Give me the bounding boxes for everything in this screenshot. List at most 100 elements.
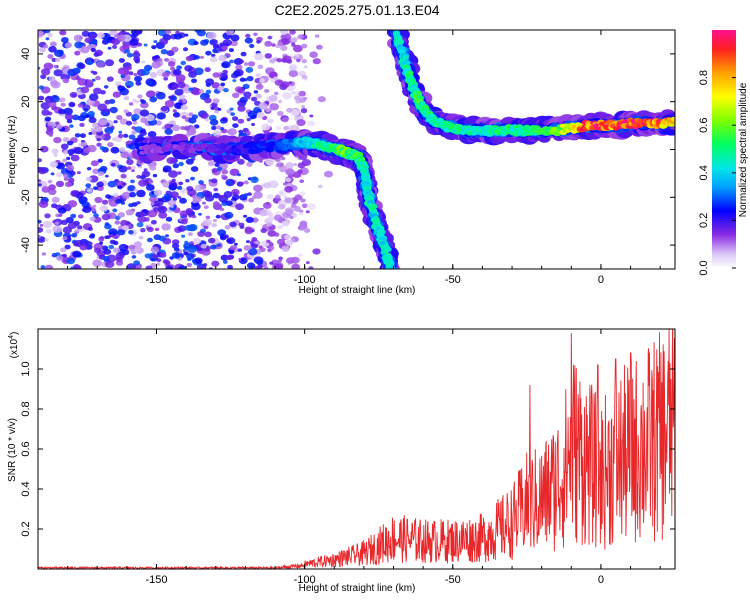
noise-speckle bbox=[88, 93, 99, 101]
noise-speckle bbox=[72, 114, 80, 121]
noise-speckle bbox=[122, 225, 129, 231]
noise-speckle bbox=[117, 34, 126, 42]
noise-speckle bbox=[221, 120, 226, 124]
noise-speckle bbox=[224, 225, 231, 230]
noise-speckle bbox=[130, 179, 135, 184]
noise-speckle bbox=[154, 227, 160, 232]
noise-speckle bbox=[213, 219, 218, 222]
noise-speckle bbox=[64, 244, 71, 250]
noise-speckle bbox=[251, 123, 256, 126]
noise-speckle bbox=[159, 38, 169, 45]
noise-speckle bbox=[92, 259, 103, 268]
noise-speckle bbox=[149, 165, 157, 171]
noise-speckle bbox=[101, 213, 111, 221]
noise-speckle bbox=[93, 213, 99, 218]
noise-speckle bbox=[59, 30, 67, 36]
noise-speckle bbox=[294, 53, 299, 57]
noise-speckle bbox=[62, 173, 69, 178]
noise-speckle bbox=[187, 232, 193, 237]
noise-speckle bbox=[244, 193, 249, 197]
noise-speckle bbox=[255, 83, 264, 90]
noise-speckle bbox=[48, 133, 54, 137]
noise-speckle bbox=[211, 53, 216, 58]
noise-speckle bbox=[177, 171, 182, 175]
noise-speckle bbox=[289, 30, 296, 35]
noise-speckle bbox=[203, 225, 209, 230]
noise-speckle bbox=[305, 210, 310, 214]
noise-speckle bbox=[134, 75, 143, 82]
noise-speckle bbox=[172, 163, 179, 169]
noise-speckle bbox=[216, 243, 221, 247]
noise-speckle bbox=[180, 104, 188, 111]
noise-speckle bbox=[146, 80, 153, 86]
noise-speckle bbox=[188, 214, 193, 218]
noise-speckle bbox=[156, 262, 161, 266]
noise-speckle bbox=[160, 106, 169, 112]
noise-speckle bbox=[128, 71, 134, 76]
noise-speckle bbox=[200, 39, 209, 46]
noise-speckle bbox=[112, 91, 122, 98]
noise-speckle bbox=[152, 55, 158, 60]
noise-speckle bbox=[234, 242, 238, 246]
snr-ylabel: SNR (10 * v/v) bbox=[7, 418, 18, 482]
noise-speckle bbox=[301, 74, 308, 80]
noise-speckle bbox=[243, 214, 248, 218]
noise-speckle bbox=[217, 85, 226, 92]
noise-speckle bbox=[69, 91, 78, 98]
noise-speckle bbox=[41, 252, 47, 256]
noise-speckle bbox=[178, 161, 184, 167]
noise-speckle bbox=[182, 47, 189, 52]
noise-speckle bbox=[41, 186, 50, 193]
y-tick-label: -40 bbox=[20, 237, 32, 253]
noise-speckle bbox=[149, 71, 158, 78]
noise-speckle bbox=[172, 112, 181, 118]
noise-speckle bbox=[53, 136, 62, 144]
noise-speckle bbox=[47, 32, 53, 38]
noise-speckle bbox=[134, 248, 140, 253]
noise-speckle bbox=[48, 188, 57, 195]
noise-speckle bbox=[156, 112, 166, 120]
noise-speckle bbox=[41, 109, 50, 116]
noise-speckle bbox=[306, 203, 316, 210]
track-point bbox=[388, 267, 396, 269]
noise-speckle bbox=[108, 244, 115, 250]
noise-speckle bbox=[281, 220, 290, 227]
noise-speckle bbox=[307, 120, 316, 127]
noise-speckle bbox=[56, 124, 63, 130]
noise-speckle bbox=[88, 117, 97, 124]
noise-speckle bbox=[209, 39, 218, 46]
noise-speckle bbox=[120, 201, 126, 205]
noise-speckle bbox=[44, 116, 52, 122]
noise-speckle bbox=[48, 184, 56, 191]
track-point bbox=[368, 205, 376, 211]
noise-speckle bbox=[264, 89, 270, 93]
noise-speckle bbox=[225, 30, 234, 36]
noise-speckle bbox=[299, 191, 306, 197]
noise-speckle bbox=[277, 99, 283, 104]
noise-speckle bbox=[222, 260, 228, 264]
noise-speckle bbox=[152, 173, 158, 178]
noise-speckle bbox=[170, 204, 174, 208]
noise-speckle bbox=[152, 46, 156, 50]
x-tick-label: -50 bbox=[445, 574, 461, 586]
noise-speckle bbox=[107, 180, 117, 188]
noise-speckle bbox=[117, 212, 125, 218]
noise-speckle bbox=[180, 60, 186, 66]
x-tick-label: -50 bbox=[445, 274, 461, 286]
noise-speckle bbox=[237, 158, 245, 165]
noise-speckle bbox=[77, 115, 86, 122]
noise-speckle bbox=[38, 167, 47, 175]
noise-speckle bbox=[298, 253, 303, 257]
noise-speckle bbox=[280, 156, 286, 161]
noise-speckle bbox=[301, 59, 307, 64]
noise-speckle bbox=[160, 49, 168, 55]
noise-speckle bbox=[194, 30, 202, 33]
noise-speckle bbox=[131, 169, 135, 173]
noise-speckle bbox=[285, 207, 294, 215]
snr-series-line bbox=[38, 329, 675, 569]
noise-speckle bbox=[186, 186, 194, 192]
noise-speckle bbox=[99, 241, 104, 245]
noise-speckle bbox=[99, 51, 104, 55]
noise-speckle bbox=[66, 156, 71, 160]
noise-speckle bbox=[219, 207, 225, 212]
